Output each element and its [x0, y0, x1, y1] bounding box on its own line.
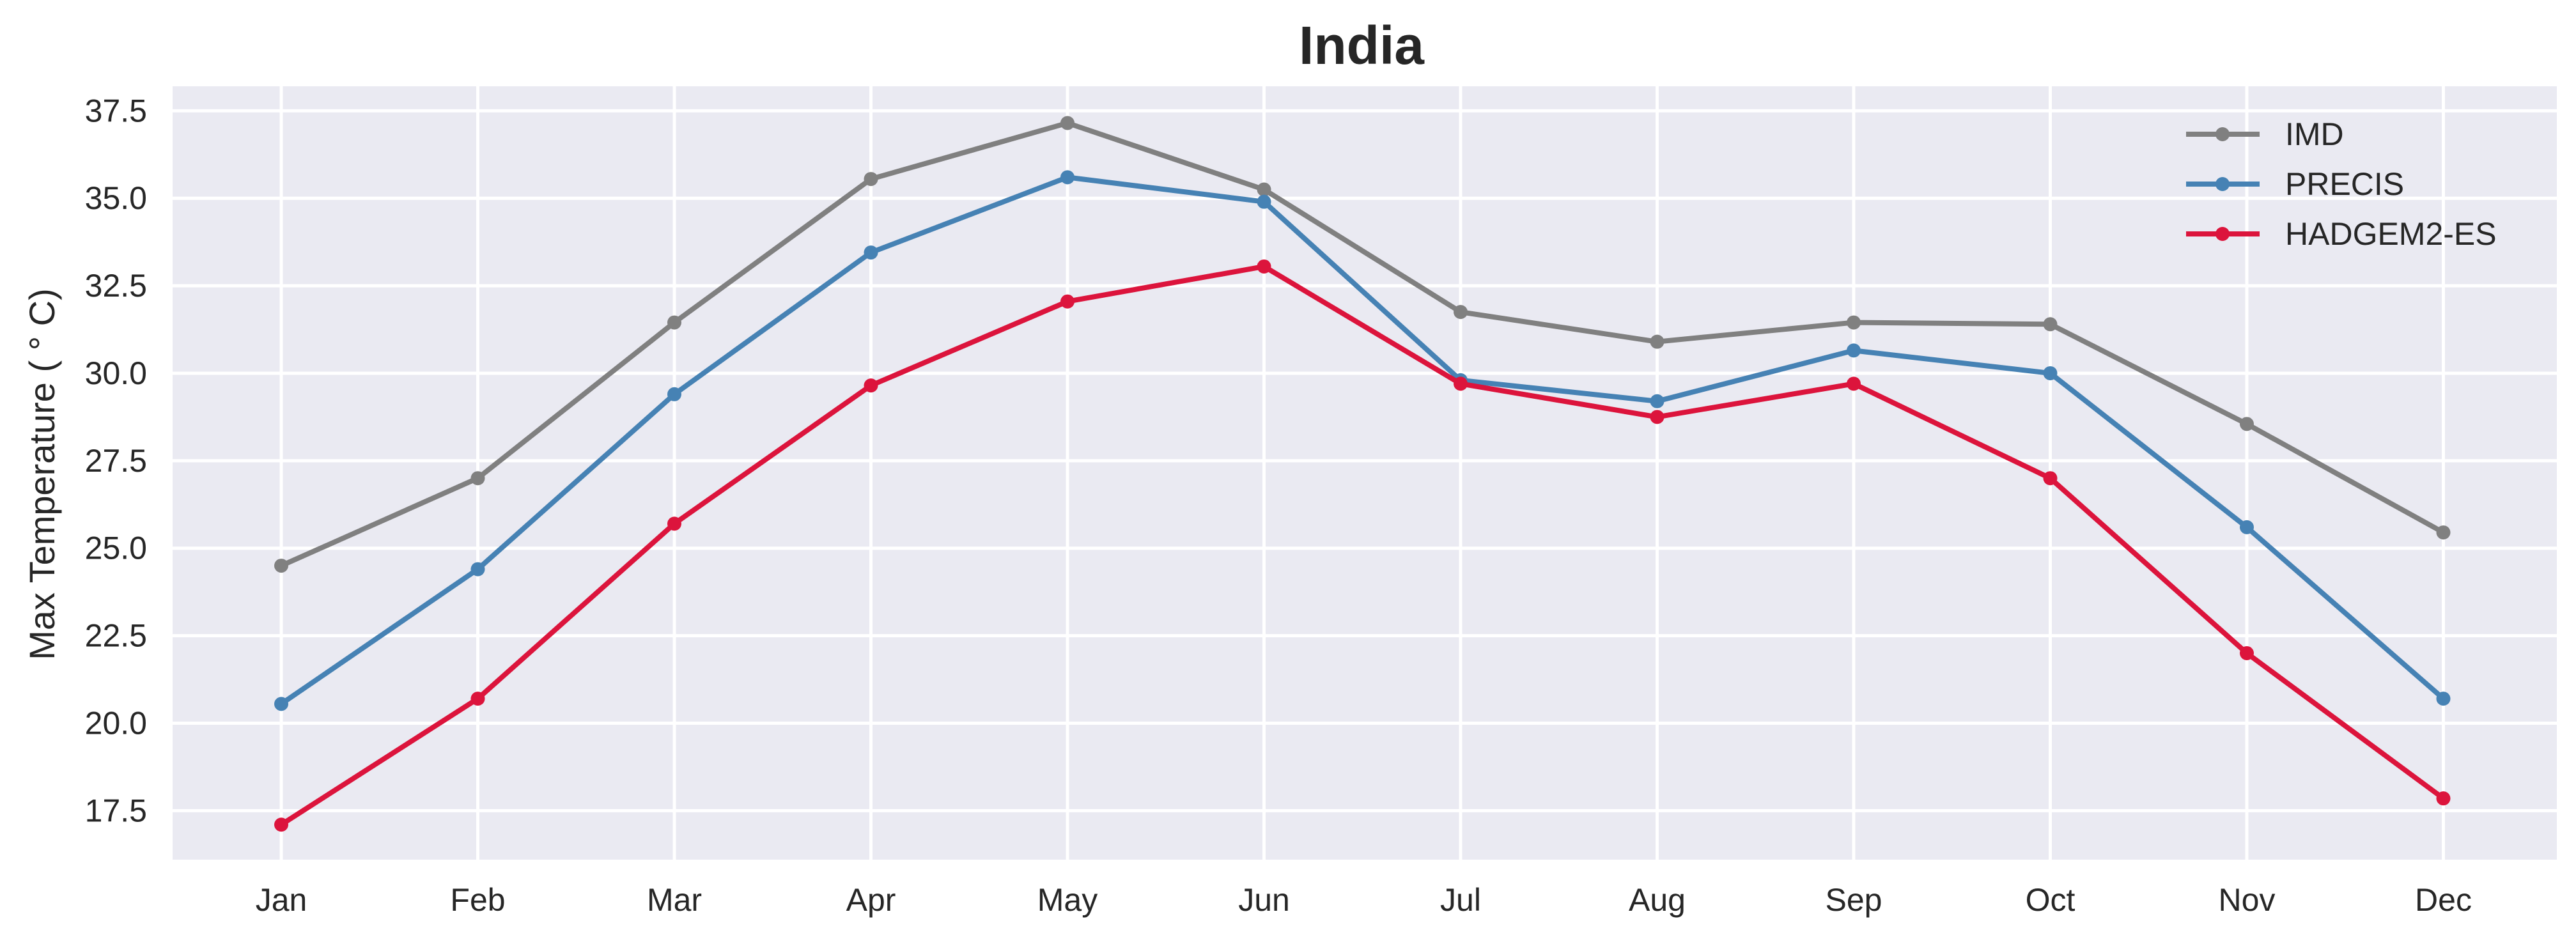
data-point	[2043, 366, 2058, 380]
x-tick-label: Feb	[450, 882, 505, 918]
y-tick-label: 30.0	[85, 355, 147, 391]
legend-marker	[2215, 227, 2230, 241]
data-point	[1650, 410, 1664, 424]
y-axis-label: Max Temperature ( ° C)	[22, 288, 62, 660]
x-tick-label: Jun	[1238, 882, 1290, 918]
x-tick-label: Apr	[846, 882, 896, 918]
legend-item: HADGEM2-ES	[2186, 216, 2497, 252]
data-point	[1847, 315, 1861, 330]
data-point	[1847, 343, 1861, 358]
legend-marker	[2215, 177, 2230, 191]
data-point	[274, 817, 288, 832]
data-point	[274, 559, 288, 573]
x-tick-label: Sep	[1826, 882, 1882, 918]
data-point	[1454, 376, 1468, 391]
legend-label: PRECIS	[2285, 166, 2404, 202]
y-tick-label: 20.0	[85, 705, 147, 741]
legend-item: PRECIS	[2186, 166, 2404, 202]
data-point	[2436, 525, 2451, 540]
data-point	[864, 172, 878, 187]
y-tick-label: 22.5	[85, 618, 147, 654]
data-point	[1650, 334, 1664, 349]
series-layer	[274, 116, 2451, 832]
data-point	[2240, 646, 2254, 660]
data-point	[1060, 294, 1075, 309]
data-point	[2043, 471, 2058, 486]
series-precis	[274, 170, 2451, 711]
x-tick-label: Mar	[647, 882, 702, 918]
data-point	[864, 378, 878, 393]
data-point	[1454, 305, 1468, 320]
data-point	[1257, 259, 1271, 274]
series-line	[279, 174, 2446, 707]
data-point	[1650, 394, 1664, 408]
data-point	[274, 697, 288, 711]
y-tick-label: 37.5	[85, 93, 147, 128]
legend: IMD PRECIS HADGEM2-ES	[2186, 116, 2497, 252]
data-point	[2436, 692, 2451, 706]
series-line	[279, 120, 2446, 569]
y-tick-label: 27.5	[85, 443, 147, 479]
chart-title: India	[1299, 15, 1425, 75]
y-axis: 17.5 20.0 22.5 25.0 27.5 30.0 32.5 35.0 37.5	[85, 93, 147, 828]
data-point	[2240, 520, 2254, 534]
data-point	[1257, 194, 1271, 209]
plot-area	[173, 86, 2557, 860]
x-tick-label: Jul	[1440, 882, 1481, 918]
data-point	[2240, 417, 2254, 431]
data-point	[667, 315, 681, 330]
x-axis: Jan Feb Mar Apr May Jun Jul Aug Sep Oct Nov Dec	[256, 882, 2472, 918]
legend-marker	[2215, 127, 2230, 141]
legend-label: IMD	[2285, 116, 2344, 152]
data-point	[667, 387, 681, 401]
x-tick-label: Aug	[1629, 882, 1686, 918]
legend-label: HADGEM2-ES	[2285, 216, 2497, 252]
y-tick-label: 32.5	[85, 268, 147, 304]
data-point	[1257, 182, 1271, 197]
data-point	[1847, 376, 1861, 391]
x-tick-label: Oct	[2026, 882, 2076, 918]
data-point	[1060, 116, 1075, 130]
data-point	[470, 562, 485, 576]
y-tick-label: 25.0	[85, 530, 147, 566]
data-point	[2436, 791, 2451, 806]
data-point	[1060, 170, 1075, 185]
data-point	[864, 245, 878, 260]
x-tick-label: May	[1037, 882, 1098, 918]
x-tick-label: Jan	[256, 882, 307, 918]
series-line	[279, 263, 2446, 828]
x-tick-label: Nov	[2219, 882, 2276, 918]
data-point	[667, 516, 681, 531]
data-point	[470, 471, 485, 486]
data-point	[2043, 317, 2058, 332]
y-tick-label: 17.5	[85, 793, 147, 828]
y-tick-label: 35.0	[85, 180, 147, 216]
series-imd	[274, 116, 2451, 573]
x-tick-label: Dec	[2415, 882, 2472, 918]
gridlines	[173, 86, 2557, 860]
data-point	[470, 692, 485, 706]
legend-item: IMD	[2186, 116, 2344, 152]
series-hadgem2-es	[274, 259, 2451, 832]
